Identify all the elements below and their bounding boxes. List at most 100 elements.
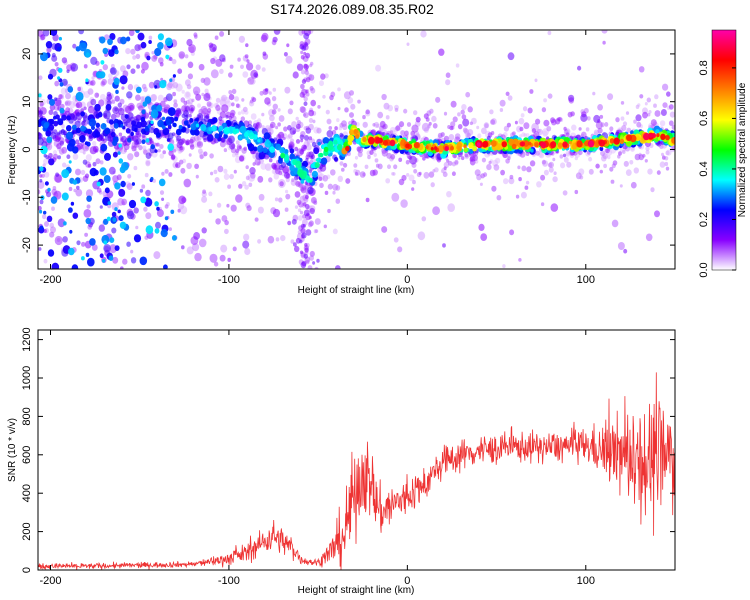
spectrogram-cell: [660, 133, 666, 140]
spectrogram-cell: [656, 133, 660, 138]
spectrogram-cell: [217, 165, 224, 173]
spectrogram-cell: [285, 193, 291, 200]
spectrogram-cell: [235, 194, 243, 203]
spectrogram-cell: [66, 64, 72, 72]
spectrogram-cell: [365, 109, 370, 115]
spectrogram-cell: [201, 92, 205, 97]
colorbar-tick-label: 0.6: [698, 111, 710, 126]
spectrogram-cell: [169, 78, 173, 82]
spectrogram-cell: [215, 104, 221, 111]
spectrogram-cell: [547, 93, 553, 99]
spectrogram-cell: [71, 124, 77, 131]
spectrogram-cell: [46, 136, 53, 144]
spectrogram-cell: [118, 107, 125, 116]
spectrogram-cell: [398, 157, 403, 162]
spectrogram-cell: [157, 33, 164, 41]
spectrogram-cell: [145, 152, 152, 159]
spectrogram-cell: [76, 142, 83, 150]
spectrogram-cell: [585, 127, 590, 132]
spectrogram-cell: [413, 110, 418, 116]
spectrogram-cell: [85, 52, 90, 58]
spectrogram-cell: [258, 193, 265, 201]
spectrogram-cell: [120, 36, 127, 45]
spectrogram-cell: [82, 159, 88, 165]
spectrogram-cell: [320, 73, 326, 80]
spectrogram-cell: [299, 91, 305, 98]
spectrogram-cell: [647, 112, 651, 117]
spectrogram-cell: [79, 272, 84, 278]
spectrogram-cell: [623, 160, 629, 167]
spectrogram-cell: [131, 182, 135, 186]
spectrogram-cell: [430, 182, 435, 188]
spectrogram-cell: [111, 99, 116, 104]
spectrogram-cell: [350, 103, 356, 110]
colorbar-label: Normalized spectral amplitude: [737, 82, 748, 217]
spectrogram-cell: [117, 151, 121, 155]
spectrogram-cell: [283, 126, 288, 132]
spectrogram-cell: [98, 224, 106, 232]
spectrogram-cell: [264, 88, 269, 92]
spectrogram-cell: [294, 205, 299, 209]
spectrogram-cell: [310, 99, 317, 107]
spectrogram-cell: [72, 43, 77, 49]
spectrogram-cell: [520, 113, 525, 118]
spectrogram-cell: [382, 139, 389, 146]
spectrogram-cell: [543, 98, 547, 103]
spectrogram-cell: [67, 86, 74, 93]
spectrogram-cell: [584, 140, 589, 147]
spectrogram-cell: [38, 110, 44, 115]
spectrogram-cell: [257, 239, 262, 244]
spectrogram-cell: [289, 153, 296, 160]
spectrogram-cell: [310, 197, 317, 204]
spectrogram-cell: [60, 103, 65, 109]
x-tick-label: -200: [39, 575, 61, 587]
spectrogram-cell: [329, 94, 334, 101]
spectrogram-cell: [130, 68, 136, 74]
spectrogram-cell: [323, 224, 327, 229]
spectrogram-cell: [103, 175, 111, 183]
spectrogram-cell: [232, 153, 236, 158]
spectrogram-cell: [531, 128, 537, 134]
spectrogram-cell: [164, 169, 169, 174]
spectrogram-cell: [244, 247, 251, 256]
spectrogram-cell: [109, 33, 116, 41]
y-tick-label: 20: [21, 48, 33, 60]
x-tick-label: 100: [577, 575, 595, 587]
spectrogram-cell: [112, 217, 117, 222]
spectrogram-cell: [580, 113, 588, 122]
spectrogram-cell: [229, 173, 235, 180]
spectrogram-cell: [157, 148, 161, 153]
spectrogram-cell: [362, 115, 366, 120]
spectrogram-cell: [391, 192, 400, 202]
spectrogram-cell: [303, 32, 310, 40]
spectrogram-cell: [200, 124, 207, 131]
colorbar-tick-label: 0.8: [698, 60, 710, 75]
spectrogram-cell: [133, 165, 138, 171]
spectrogram-cell: [184, 54, 189, 59]
spectrogram-cell: [599, 169, 603, 174]
spectrogram-cell: [98, 99, 105, 107]
spectrogram-cell: [297, 169, 304, 177]
spectrogram-cell: [178, 195, 186, 205]
spectrogram-cell: [55, 172, 59, 177]
spectrogram-cell: [289, 100, 294, 106]
spectrogram-cell: [50, 196, 58, 204]
spectrogram-cell: [242, 71, 249, 78]
spectrogram-cell: [335, 265, 341, 269]
spectrogram-cell: [506, 122, 511, 128]
y-tick-label: 0: [21, 146, 33, 152]
spectrogram-cell: [45, 129, 52, 137]
spectrogram-cell: [87, 88, 94, 95]
spectrogram-cell: [418, 171, 422, 176]
spectrogram-cell: [155, 221, 161, 229]
spectrogram-cell: [508, 177, 515, 185]
spectrogram-cell: [203, 77, 211, 86]
spectrogram-cell: [406, 122, 412, 127]
spectrogram-cell: [91, 244, 98, 251]
spectrogram-cell: [324, 190, 329, 195]
spectrogram-cell: [183, 178, 192, 188]
spectrogram-cell: [445, 72, 451, 78]
spectrogram-cell: [317, 105, 321, 109]
spectrogram-cell: [167, 124, 172, 130]
spectrogram-cell: [113, 77, 120, 85]
